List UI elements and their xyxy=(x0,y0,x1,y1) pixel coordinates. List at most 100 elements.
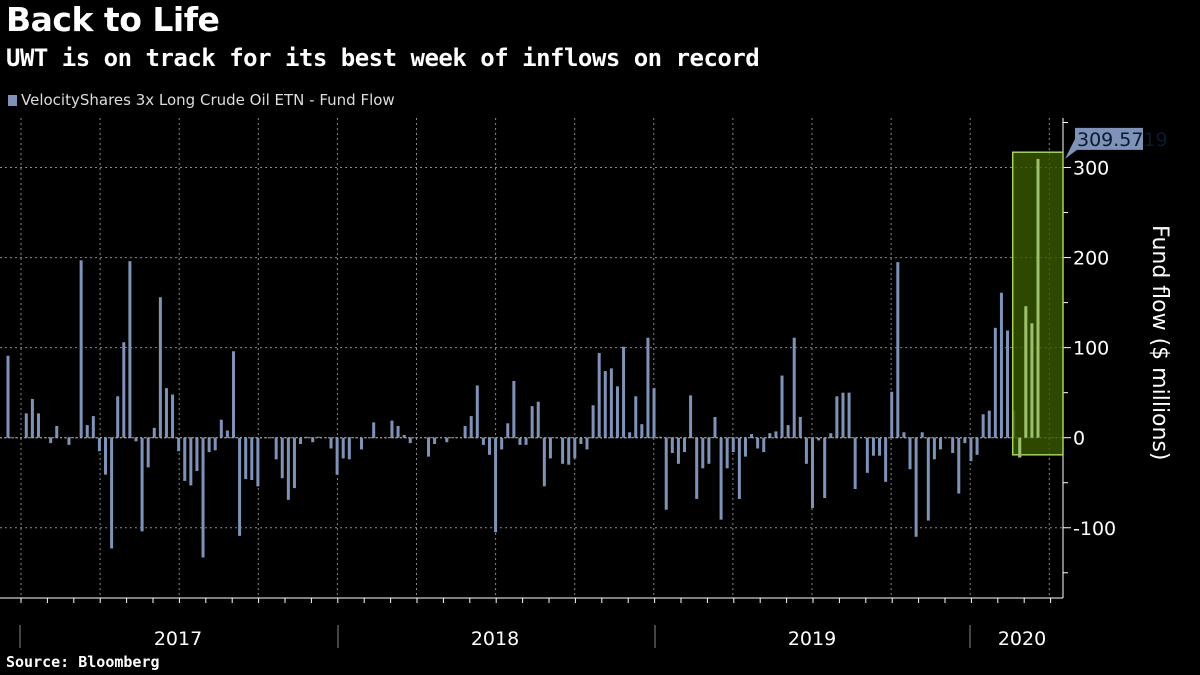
bar xyxy=(152,427,156,438)
bar xyxy=(951,437,955,454)
bar xyxy=(902,432,906,438)
bar xyxy=(719,437,723,520)
bar xyxy=(311,437,315,443)
bar xyxy=(494,437,498,533)
bar xyxy=(274,437,278,460)
bar xyxy=(79,260,83,438)
legend-label: VelocityShares 3x Long Crude Oil ETN - F… xyxy=(21,91,395,109)
bar xyxy=(30,398,34,438)
bar xyxy=(530,406,534,438)
bar xyxy=(500,437,504,450)
bar xyxy=(823,437,827,499)
bar xyxy=(140,437,144,532)
bar xyxy=(469,416,473,438)
source-note: Source: Bloomberg xyxy=(6,653,160,671)
y-tick-label: -100 xyxy=(1073,518,1116,540)
year-label: 2020 xyxy=(998,628,1046,650)
bar xyxy=(829,433,833,438)
bar xyxy=(780,375,784,438)
bar xyxy=(6,355,10,438)
bar xyxy=(91,416,95,438)
bar xyxy=(646,337,650,438)
bar xyxy=(67,437,71,445)
bar xyxy=(762,437,766,453)
bar xyxy=(890,391,894,438)
bar xyxy=(993,327,997,438)
bar xyxy=(238,437,242,536)
bar xyxy=(810,437,814,508)
year-label: 2019 xyxy=(788,628,836,650)
bar xyxy=(695,437,699,499)
bar xyxy=(232,351,236,438)
bar xyxy=(786,425,790,438)
bar xyxy=(36,413,40,438)
bar xyxy=(24,413,28,438)
bar xyxy=(171,394,175,438)
bar xyxy=(195,437,199,472)
bar xyxy=(579,437,583,445)
last-value-label-bg xyxy=(1065,127,1143,159)
bar xyxy=(85,425,89,438)
bar xyxy=(542,437,546,487)
bar xyxy=(701,437,705,469)
bar xyxy=(104,437,108,475)
bar xyxy=(292,437,296,489)
bar xyxy=(865,437,869,473)
bar xyxy=(683,437,687,453)
bar xyxy=(640,424,644,438)
bar xyxy=(737,437,741,499)
bar xyxy=(402,434,406,438)
bar xyxy=(987,410,991,438)
bar xyxy=(396,425,400,438)
chart-title: Back to Life xyxy=(6,0,220,39)
bar xyxy=(817,437,821,441)
bar xyxy=(634,396,638,438)
bar xyxy=(914,437,918,537)
bar xyxy=(664,437,668,510)
bar xyxy=(896,262,900,438)
bar xyxy=(628,432,632,438)
y-tick-label: 100 xyxy=(1073,338,1109,360)
bar xyxy=(463,425,467,438)
bar xyxy=(798,416,802,438)
bar xyxy=(591,405,595,438)
bar xyxy=(969,437,973,462)
bar xyxy=(536,401,540,438)
bar xyxy=(981,414,985,438)
bar xyxy=(128,261,132,438)
bar xyxy=(689,395,693,438)
bar xyxy=(408,437,412,444)
bar xyxy=(926,437,930,521)
bar xyxy=(445,437,449,443)
bar xyxy=(603,371,607,438)
bar xyxy=(609,368,613,438)
bar xyxy=(878,437,882,456)
bar xyxy=(164,388,168,438)
bar xyxy=(804,437,808,464)
bar xyxy=(524,437,528,445)
bar xyxy=(244,437,248,480)
bar xyxy=(731,437,735,453)
chart-subtitle: UWT is on track for its best week of inf… xyxy=(6,44,760,72)
bar xyxy=(347,437,351,460)
bar xyxy=(713,416,717,438)
bar xyxy=(707,437,711,464)
bar xyxy=(932,437,936,460)
bar xyxy=(201,437,205,558)
y-tick-label: 300 xyxy=(1073,158,1109,180)
bar xyxy=(55,425,59,438)
bar xyxy=(427,437,431,457)
bar xyxy=(372,422,376,438)
bar xyxy=(256,437,260,487)
bar xyxy=(792,337,796,438)
bar xyxy=(597,353,601,438)
bar xyxy=(305,436,309,438)
bar xyxy=(506,423,510,438)
bar xyxy=(359,437,363,450)
highlighted-bar xyxy=(1018,437,1022,458)
bar xyxy=(920,432,924,438)
bar xyxy=(750,434,754,438)
year-label: 2018 xyxy=(471,628,519,650)
bar xyxy=(975,437,979,455)
